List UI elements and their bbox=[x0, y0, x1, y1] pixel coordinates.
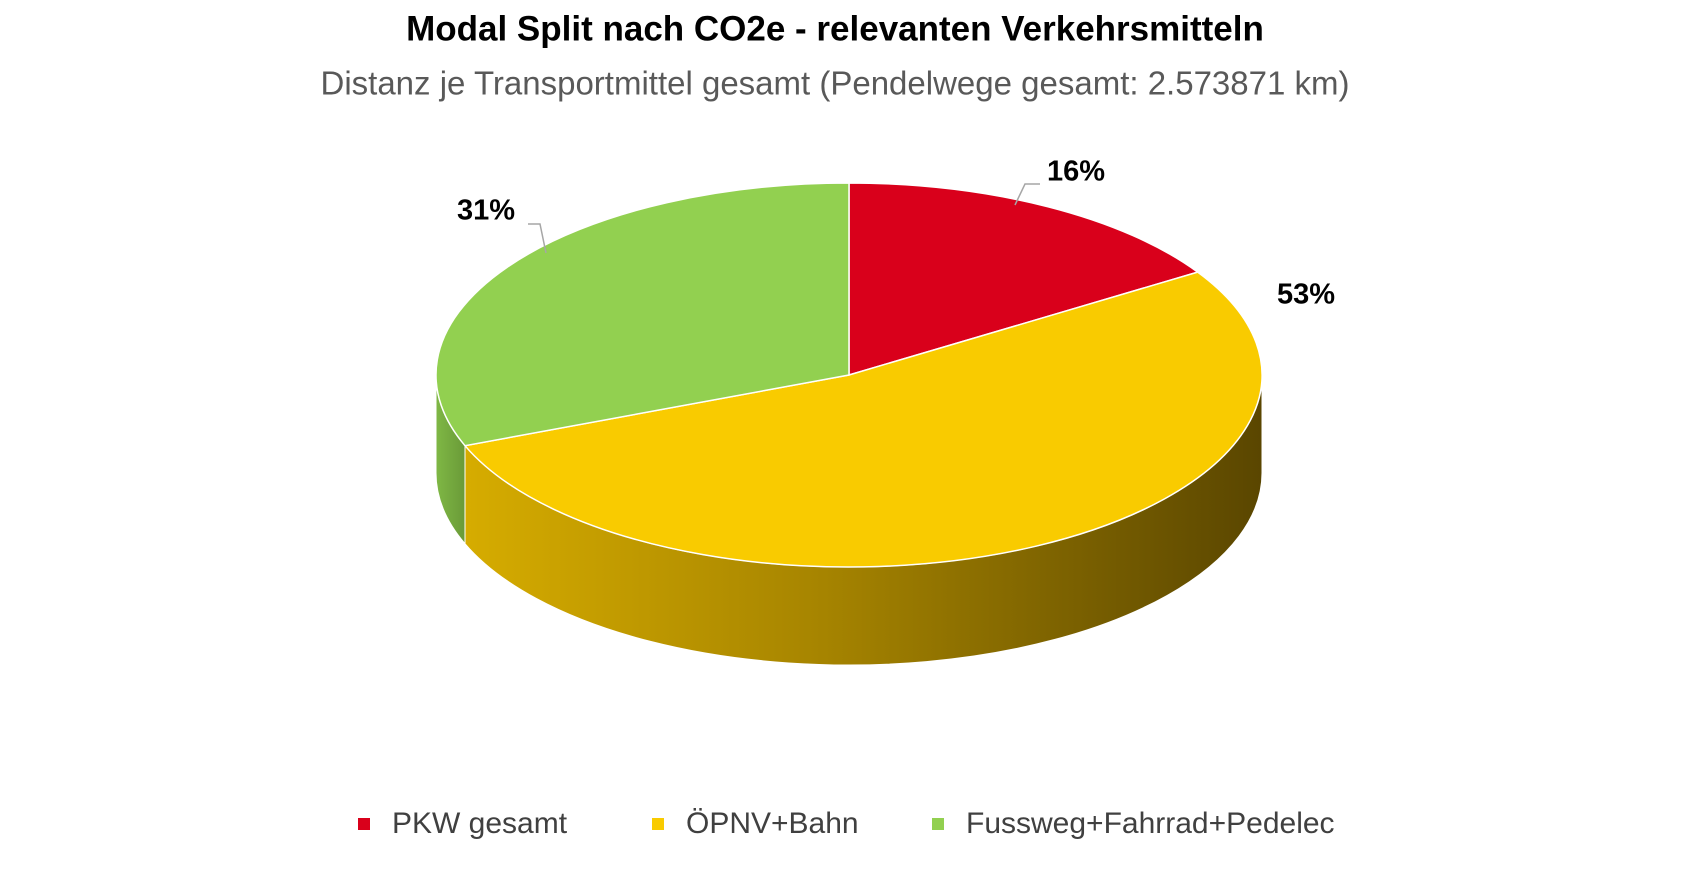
legend-marker bbox=[358, 818, 370, 830]
legend-label: PKW gesamt bbox=[392, 807, 568, 840]
legend-marker bbox=[652, 818, 664, 830]
slice bbox=[463, 271, 1263, 568]
value-label: 16% bbox=[1047, 156, 1105, 188]
leader-line bbox=[528, 223, 547, 254]
value-label: 53% bbox=[1277, 279, 1335, 311]
legend-marker bbox=[932, 818, 944, 830]
value-label: 31% bbox=[457, 195, 515, 227]
legend-label: ÖPNV+Bahn bbox=[686, 807, 859, 840]
slice bbox=[435, 182, 850, 447]
chart-title: Modal Split nach CO2e - relevanten Verke… bbox=[406, 9, 1264, 48]
chart-subtitle: Distanz je Transportmittel gesamt (Pende… bbox=[321, 65, 1350, 102]
legend-label: Fussweg+Fahrrad+Pedelec bbox=[966, 807, 1335, 840]
leader-line bbox=[1014, 183, 1040, 206]
slice bbox=[848, 182, 1200, 377]
